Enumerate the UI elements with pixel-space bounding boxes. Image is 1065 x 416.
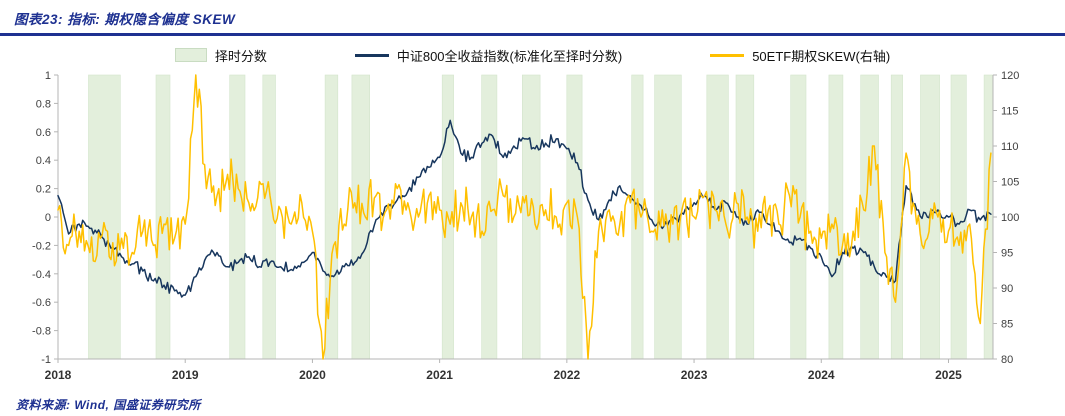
svg-text:95: 95 xyxy=(1001,247,1013,259)
svg-text:0: 0 xyxy=(45,212,51,224)
index-line-swatch xyxy=(354,53,389,57)
svg-text:-0.6: -0.6 xyxy=(32,297,51,309)
svg-text:2023: 2023 xyxy=(681,368,708,382)
source-note: 资料来源: Wind, 国盛证券研究所 xyxy=(16,397,201,412)
svg-text:0.4: 0.4 xyxy=(36,155,51,167)
skew-line-swatch xyxy=(710,53,745,57)
legend-label-timing-score: 择时分数 xyxy=(214,48,267,64)
svg-text:90: 90 xyxy=(1001,283,1013,295)
svg-text:2024: 2024 xyxy=(808,368,835,382)
svg-text:100: 100 xyxy=(1001,212,1019,224)
svg-text:-0.2: -0.2 xyxy=(32,240,51,252)
svg-text:115: 115 xyxy=(1001,105,1019,117)
legend-label-skew: 50ETF期权SKEW(右轴) xyxy=(752,48,891,64)
svg-text:0.6: 0.6 xyxy=(36,126,51,138)
svg-text:1: 1 xyxy=(45,70,51,82)
legend-item-timing-score: 择时分数 xyxy=(174,46,267,65)
svg-text:80: 80 xyxy=(1001,354,1013,366)
svg-text:-1: -1 xyxy=(41,354,51,366)
svg-text:2021: 2021 xyxy=(426,368,453,382)
svg-text:2019: 2019 xyxy=(172,368,199,382)
svg-text:105: 105 xyxy=(1001,176,1019,188)
svg-text:2018: 2018 xyxy=(45,368,72,382)
timing-score-swatch xyxy=(174,48,207,62)
legend-item-skew: 50ETF期权SKEW(右轴) xyxy=(710,46,890,65)
chart-legend: 择时分数 中证800全收益指数(标准化至择时分数) 50ETF期权SKEW(右轴… xyxy=(0,36,1065,67)
svg-text:2020: 2020 xyxy=(299,368,326,382)
chart-canvas: 1 0.8 0.6 0.4 0.2 0 -0.2 -0.4 -0.6 -0.8 -1 120 115 11… xyxy=(32,70,1019,382)
page-title: 图表23: 指标: 期权隐含偏度 SKEW xyxy=(14,12,236,27)
legend-label-index: 中证800全收益指数(标准化至择时分数) xyxy=(396,48,623,64)
svg-text:0.8: 0.8 xyxy=(36,98,51,110)
svg-text:120: 120 xyxy=(1001,70,1019,82)
svg-text:110: 110 xyxy=(1001,141,1019,153)
svg-text:-0.4: -0.4 xyxy=(32,268,51,280)
svg-text:0.2: 0.2 xyxy=(36,183,51,195)
legend-item-index: 中证800全收益指数(标准化至择时分数) xyxy=(354,46,623,65)
title-divider xyxy=(0,33,1065,36)
svg-text:85: 85 xyxy=(1001,318,1013,330)
svg-text:-0.8: -0.8 xyxy=(32,325,51,337)
svg-text:2022: 2022 xyxy=(553,368,580,382)
svg-text:2025: 2025 xyxy=(935,368,962,382)
